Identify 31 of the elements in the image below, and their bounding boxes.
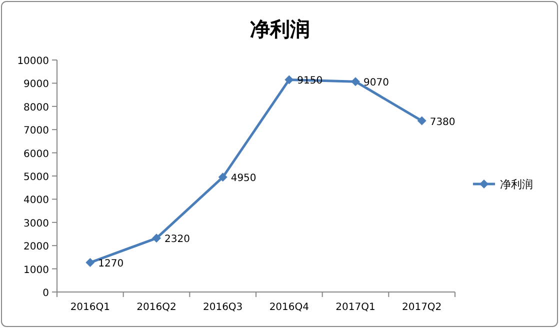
y-tick-label: 10000 <box>17 56 49 67</box>
data-label: 2320 <box>164 234 190 246</box>
y-tick-label: 3000 <box>24 218 49 230</box>
y-tick-label: 7000 <box>24 126 49 137</box>
y-tick-label: 6000 <box>24 148 49 160</box>
point <box>86 258 95 268</box>
y-tick-label: 8000 <box>24 102 49 114</box>
point <box>218 172 228 182</box>
y-tick-label: 1000 <box>24 264 49 276</box>
y-tick-label: 2000 <box>24 242 49 253</box>
data-label: 9150 <box>297 76 323 87</box>
data-label: 9070 <box>364 78 389 89</box>
x-tick-label: 2016Q2 <box>136 302 176 313</box>
x-tick-label: 2016Q4 <box>269 302 310 313</box>
y-tick-label: 9000 <box>24 79 49 90</box>
chart-title: 净利润 <box>250 17 310 41</box>
data-label: 4950 <box>230 173 256 184</box>
x-tick-label: 2017Q1 <box>336 302 376 313</box>
data-label: 7380 <box>430 116 456 128</box>
point <box>152 234 161 243</box>
y-tick-label: 4000 <box>24 195 49 206</box>
x-tick-label: 2017Q2 <box>402 302 442 313</box>
data-label: 1270 <box>98 258 124 270</box>
point <box>284 75 294 84</box>
point <box>351 77 360 86</box>
x-tick-label: 2016Q3 <box>202 302 243 313</box>
legend-label: 净利润 <box>500 178 533 191</box>
y-tick-label: 5000 <box>24 172 49 183</box>
y-tick-label: 0 <box>42 288 49 299</box>
x-tick-label: 2016Q1 <box>70 302 110 313</box>
point <box>417 116 426 126</box>
